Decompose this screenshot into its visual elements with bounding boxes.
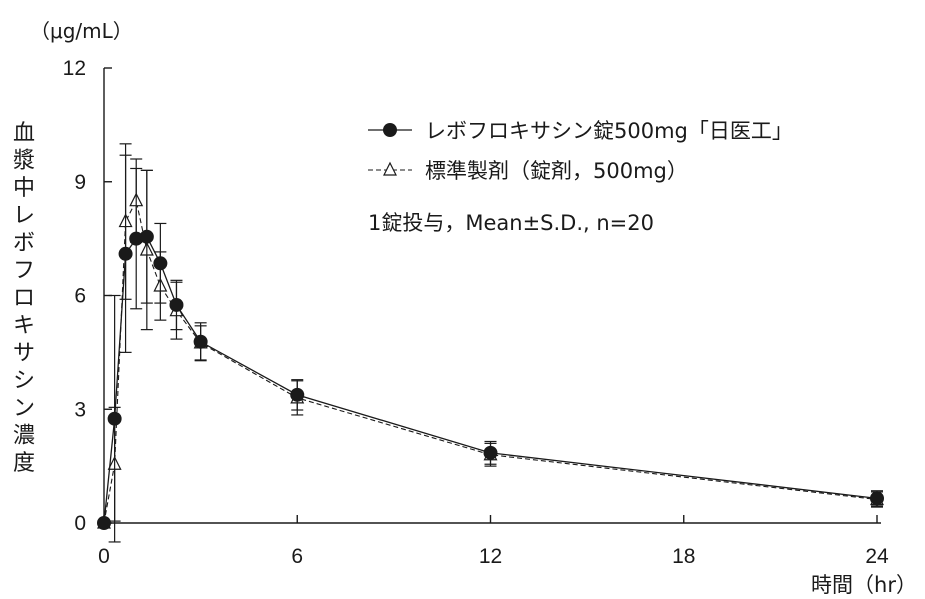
y-axis-title-char: 漿 bbox=[13, 149, 35, 174]
series-test bbox=[97, 154, 884, 543]
x-tick-label: 24 bbox=[865, 545, 889, 568]
series-test-line bbox=[103, 236, 878, 524]
y-axis-title-char: ン bbox=[13, 396, 35, 421]
y-tick-label: 0 bbox=[74, 512, 86, 535]
series-reference bbox=[97, 143, 884, 529]
y-tick-label: 9 bbox=[74, 171, 86, 194]
data-point bbox=[118, 246, 133, 261]
y-axis-title-char: ロ bbox=[13, 286, 35, 311]
y-unit-label: （μg/mL） bbox=[30, 19, 133, 43]
data-point bbox=[169, 297, 184, 312]
y-axis-title-char: レ bbox=[13, 204, 35, 229]
data-point bbox=[129, 231, 144, 246]
y-axis-title-char: シ bbox=[13, 369, 35, 394]
legend-reference-marker bbox=[383, 161, 397, 176]
y-tick-label: 6 bbox=[74, 285, 86, 308]
y-axis-title-char: 濃 bbox=[13, 424, 35, 449]
x-tick-label: 18 bbox=[672, 545, 695, 568]
data-point bbox=[153, 256, 168, 271]
x-axis-title: 時間（hr） bbox=[811, 573, 917, 597]
y-axis-title-char: キ bbox=[13, 314, 35, 339]
legend-test-label: レボフロキサシン錠500mg「日医工」 bbox=[425, 119, 793, 143]
x-ticks: 0 6 12 18 24 bbox=[98, 515, 889, 568]
x-tick-label: 12 bbox=[479, 545, 502, 568]
dosing-annotation: 1錠投与，Mean±S.D., n=20 bbox=[368, 211, 654, 235]
y-ticks: 0 3 6 9 12 bbox=[63, 57, 112, 535]
y-axis-title-char: ボ bbox=[13, 231, 35, 256]
y-axis-title-char: 中 bbox=[13, 176, 35, 201]
x-tick-label: 0 bbox=[98, 545, 110, 568]
y-tick-label: 3 bbox=[74, 398, 86, 421]
data-point bbox=[290, 387, 305, 402]
data-point bbox=[193, 334, 208, 349]
y-axis-title-char: フ bbox=[13, 259, 35, 284]
legend-reference-label: 標準製剤（錠剤，500mg） bbox=[425, 159, 688, 183]
y-tick-label: 12 bbox=[63, 57, 86, 80]
x-tick-label: 6 bbox=[291, 545, 303, 568]
data-point bbox=[97, 516, 111, 530]
data-point bbox=[107, 411, 122, 426]
data-point bbox=[483, 445, 498, 460]
data-point bbox=[870, 491, 884, 506]
legend: レボフロキサシン錠500mg「日医工」 標準製剤（錠剤，500mg） 1錠投与，… bbox=[368, 119, 793, 235]
series-reference-line bbox=[103, 199, 878, 524]
data-point bbox=[139, 229, 154, 244]
y-axis-title-char: サ bbox=[13, 341, 35, 366]
y-axis-title-char: 度 bbox=[13, 451, 35, 476]
y-axis-title-char: 血 bbox=[13, 121, 35, 146]
legend-test-marker bbox=[383, 123, 397, 137]
